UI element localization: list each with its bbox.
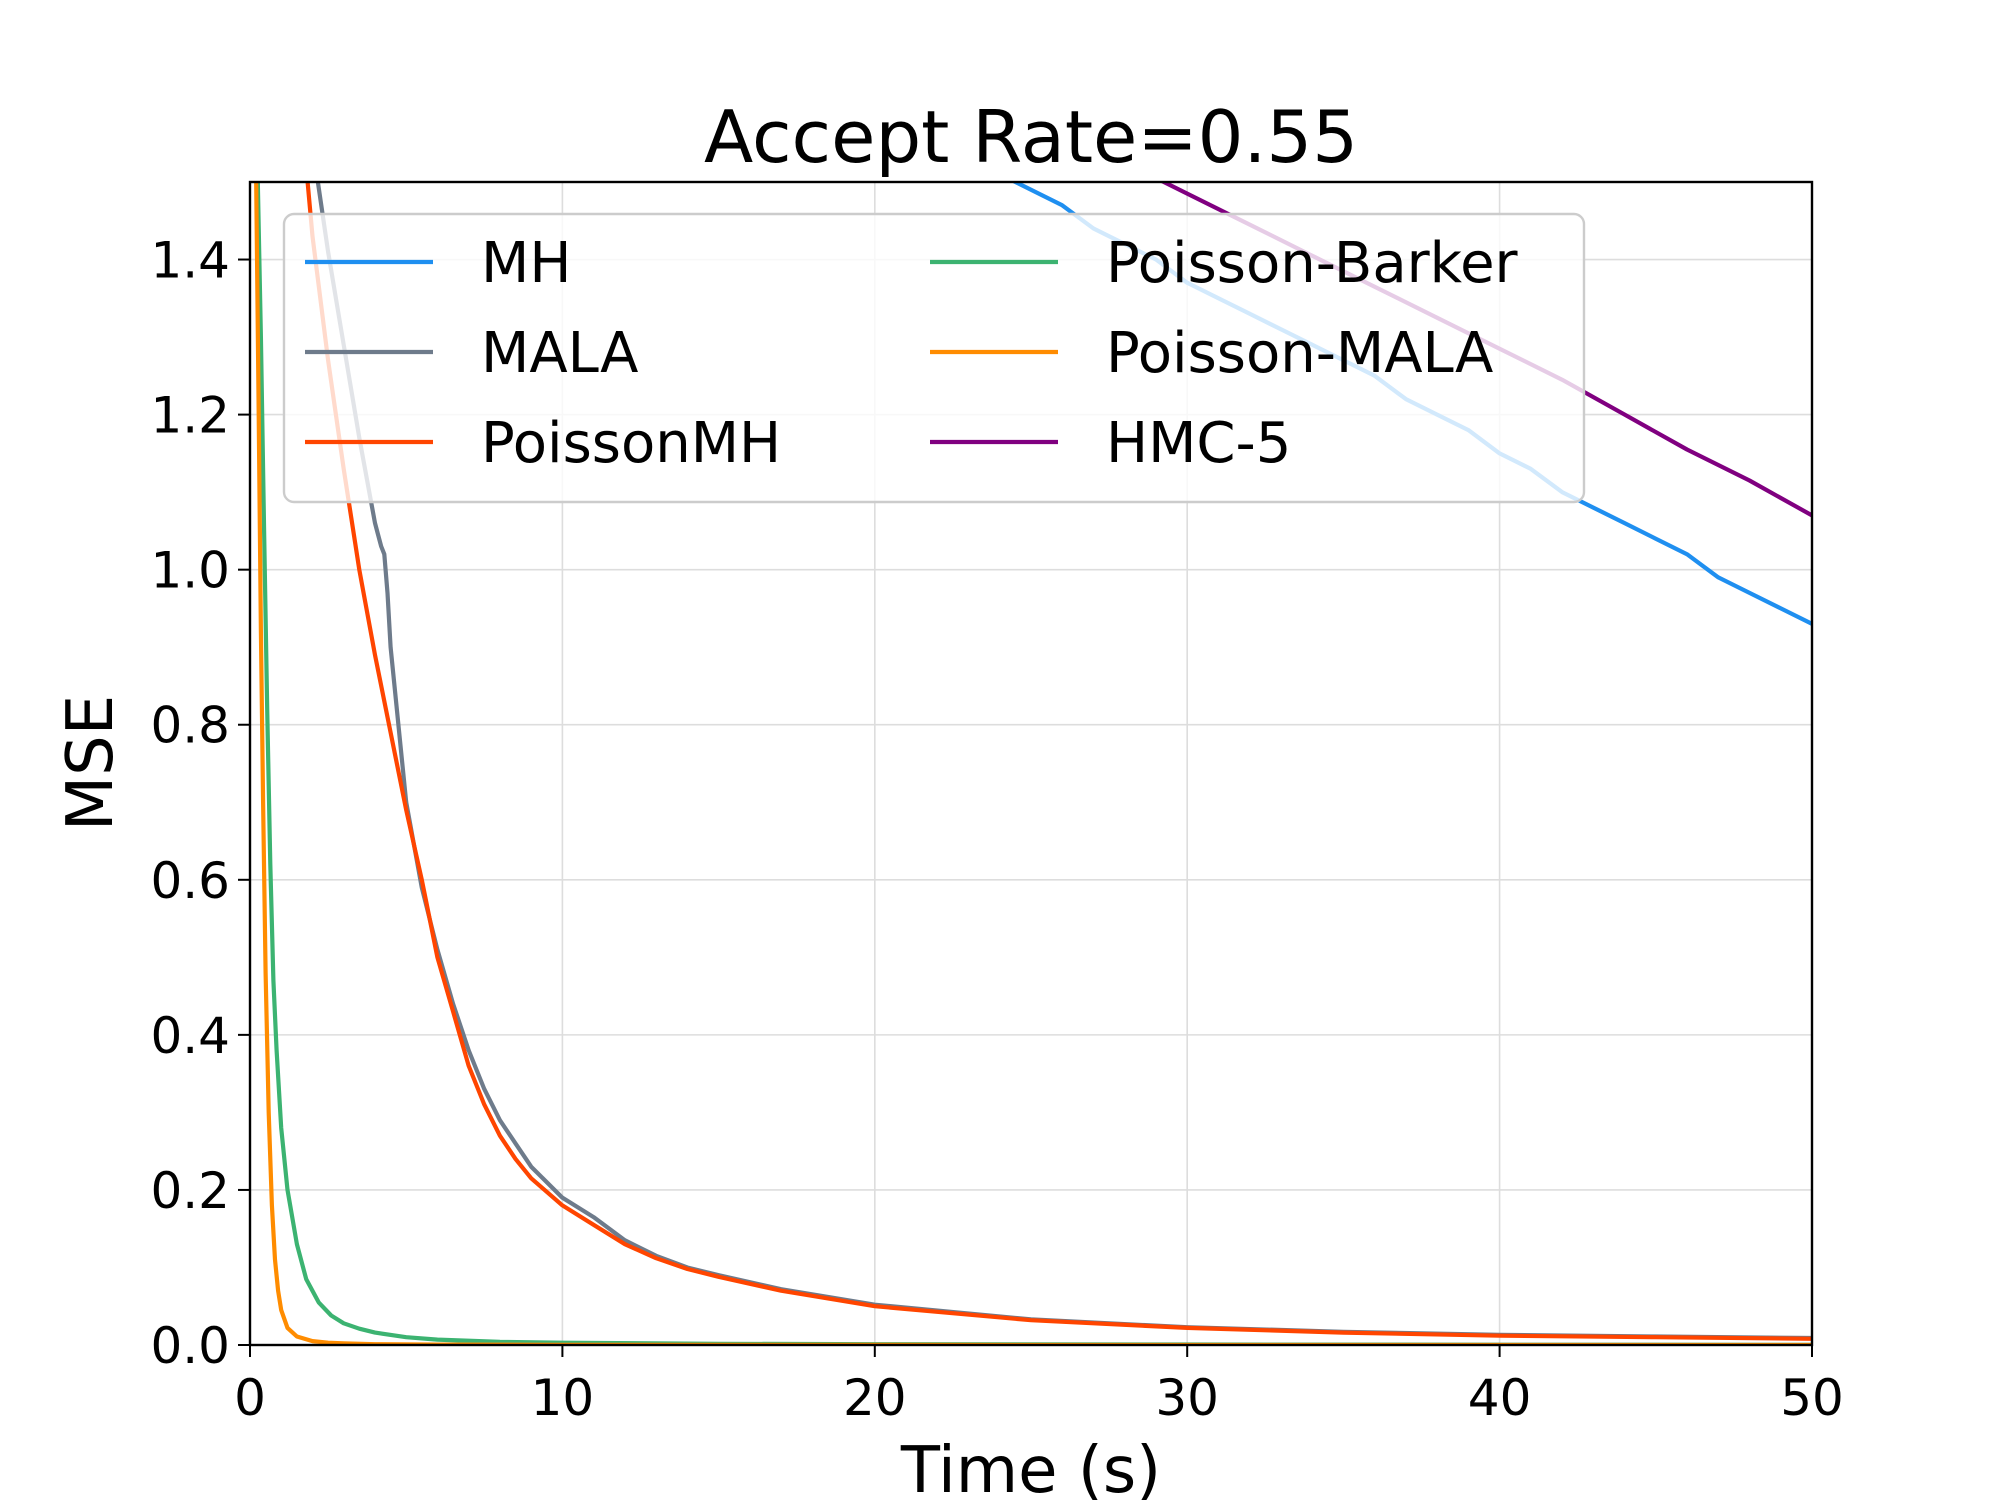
axis-ticks: 0 10 20 30 40 50 0.0 0.2 0.4 0.6 0.8 1.0 1.2 1.4 bbox=[150, 232, 1843, 1427]
y-tick-label: 1.4 bbox=[150, 232, 230, 290]
y-tick-label: 0.2 bbox=[150, 1162, 230, 1220]
y-tick-label: 1.0 bbox=[150, 542, 230, 600]
legend: MH MALA PoissonMH Poisson-Barker Poisson-MAL… bbox=[282, 212, 1586, 504]
legend-label-mala: MALA bbox=[481, 321, 638, 386]
y-tick-label: 1.2 bbox=[150, 387, 230, 445]
x-tick-label: 40 bbox=[1468, 1369, 1532, 1427]
legend-label-hmc-5: HMC-5 bbox=[1106, 411, 1291, 476]
legend-label-poisson-mala: Poisson-MALA bbox=[1106, 321, 1493, 386]
y-axis-label: MSE bbox=[54, 695, 128, 831]
legend-label-poisson-barker: Poisson-Barker bbox=[1106, 231, 1519, 296]
y-tick-label: 0.0 bbox=[150, 1317, 230, 1375]
y-tick-label: 0.8 bbox=[150, 697, 230, 755]
legend-box bbox=[282, 212, 1586, 504]
y-tick-label: 0.4 bbox=[150, 1007, 230, 1065]
chart-title: Accept Rate=0.55 bbox=[704, 95, 1358, 179]
legend-label-poissonmh: PoissonMH bbox=[481, 411, 781, 476]
plot-frame bbox=[248, 180, 1814, 1347]
legend-label-mh: MH bbox=[481, 231, 571, 296]
series-line-poissonmh bbox=[305, 182, 1812, 1341]
x-tick-label: 50 bbox=[1780, 1369, 1844, 1427]
x-tick-label: 10 bbox=[531, 1369, 595, 1427]
x-tick-label: 30 bbox=[1155, 1369, 1219, 1427]
x-axis-label: Time (s) bbox=[900, 1434, 1161, 1500]
x-tick-label: 20 bbox=[843, 1369, 907, 1427]
x-tick-label: 0 bbox=[234, 1369, 266, 1427]
y-tick-label: 0.6 bbox=[150, 852, 230, 910]
